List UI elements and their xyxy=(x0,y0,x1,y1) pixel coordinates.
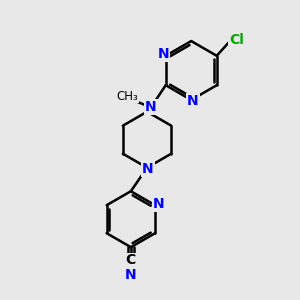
Text: N: N xyxy=(142,162,154,176)
Text: Cl: Cl xyxy=(229,33,244,46)
Text: N: N xyxy=(145,100,157,114)
Text: N: N xyxy=(158,47,169,61)
Text: C: C xyxy=(126,254,136,267)
Text: N: N xyxy=(153,197,164,211)
Text: N: N xyxy=(187,94,199,108)
Text: CH₃: CH₃ xyxy=(117,90,138,103)
Text: N: N xyxy=(125,268,137,282)
